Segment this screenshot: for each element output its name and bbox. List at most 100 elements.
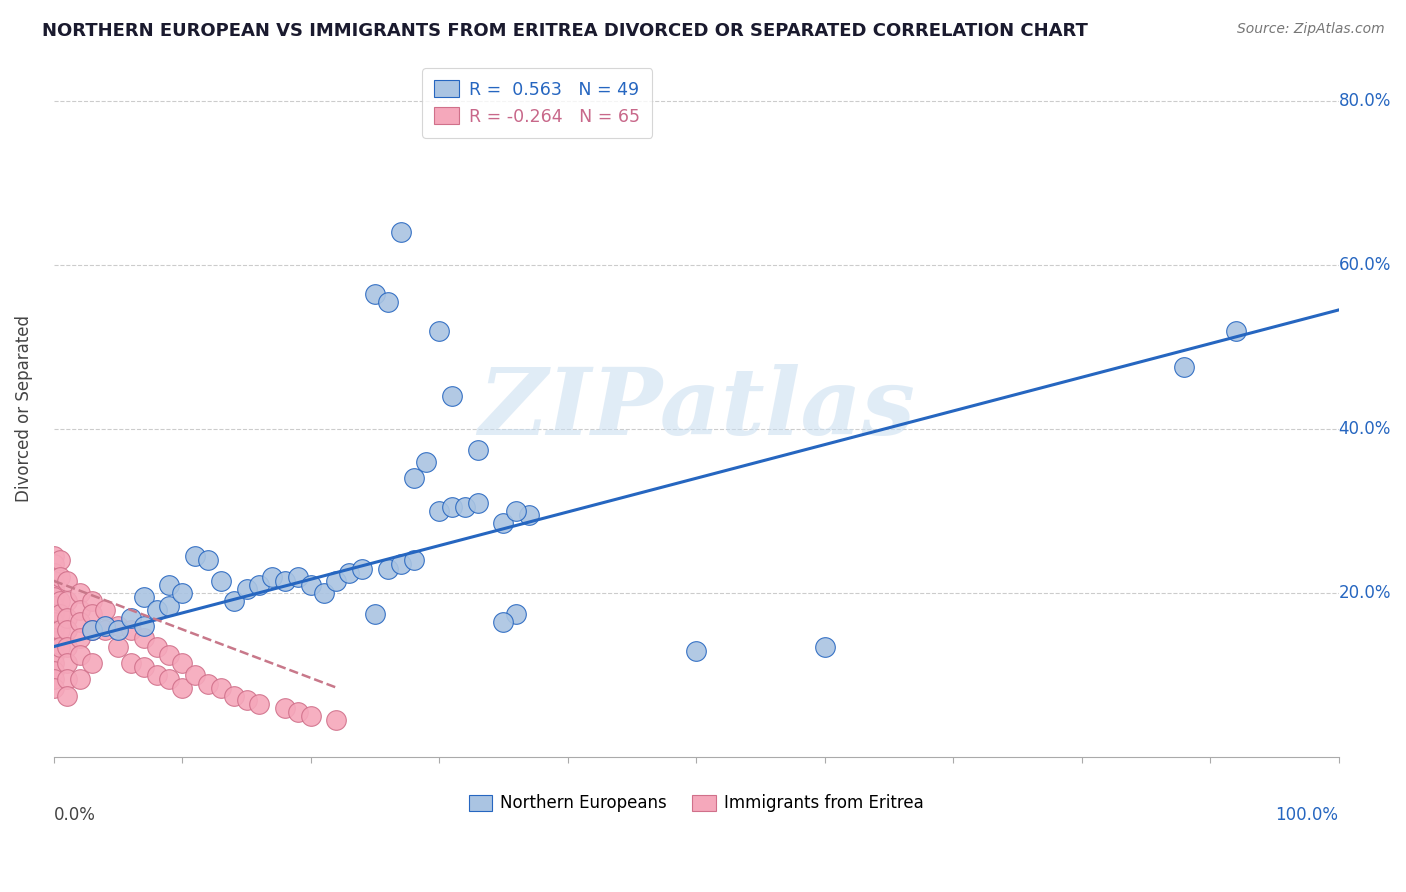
- Point: [402, 553, 425, 567]
- Point: [42, 656, 65, 670]
- Point: [159, 673, 181, 687]
- Point: [287, 570, 309, 584]
- Point: [197, 676, 219, 690]
- Point: [49, 607, 72, 621]
- Point: [42, 615, 65, 629]
- Point: [222, 594, 245, 608]
- Text: NORTHERN EUROPEAN VS IMMIGRANTS FROM ERITREA DIVORCED OR SEPARATED CORRELATION C: NORTHERN EUROPEAN VS IMMIGRANTS FROM ERI…: [42, 22, 1088, 40]
- Point: [389, 558, 412, 572]
- Point: [287, 705, 309, 719]
- Text: 0.0%: 0.0%: [53, 806, 96, 824]
- Point: [69, 632, 91, 646]
- Point: [42, 607, 65, 621]
- Point: [454, 500, 477, 514]
- Point: [42, 632, 65, 646]
- Point: [517, 508, 540, 523]
- Point: [159, 648, 181, 662]
- Point: [467, 442, 489, 457]
- Point: [42, 549, 65, 564]
- Point: [49, 570, 72, 584]
- Point: [55, 640, 77, 654]
- Point: [172, 656, 194, 670]
- Point: [262, 570, 284, 584]
- Point: [325, 574, 347, 588]
- Point: [42, 591, 65, 605]
- Point: [1225, 324, 1247, 338]
- Point: [235, 693, 257, 707]
- Point: [107, 640, 129, 654]
- Point: [364, 607, 387, 621]
- Point: [82, 623, 104, 637]
- Point: [159, 599, 181, 613]
- Point: [55, 611, 77, 625]
- Point: [209, 574, 232, 588]
- Text: 100.0%: 100.0%: [1275, 806, 1339, 824]
- Point: [132, 591, 155, 605]
- Point: [132, 632, 155, 646]
- Point: [55, 673, 77, 687]
- Point: [389, 225, 412, 239]
- Point: [94, 619, 117, 633]
- Point: [247, 578, 270, 592]
- Point: [427, 324, 450, 338]
- Point: [159, 578, 181, 592]
- Point: [337, 566, 360, 580]
- Point: [82, 594, 104, 608]
- Point: [42, 681, 65, 695]
- Point: [120, 623, 142, 637]
- Point: [325, 714, 347, 728]
- Point: [364, 286, 387, 301]
- Point: [132, 660, 155, 674]
- Point: [299, 578, 322, 592]
- Point: [505, 504, 527, 518]
- Point: [312, 586, 335, 600]
- Point: [55, 689, 77, 703]
- Point: [132, 619, 155, 633]
- Legend: Northern Europeans, Immigrants from Eritrea: Northern Europeans, Immigrants from Erit…: [463, 788, 931, 819]
- Point: [505, 607, 527, 621]
- Point: [299, 709, 322, 723]
- Point: [184, 668, 207, 682]
- Point: [42, 599, 65, 613]
- Point: [49, 623, 72, 637]
- Point: [42, 566, 65, 580]
- Point: [42, 664, 65, 678]
- Point: [172, 681, 194, 695]
- Text: 40.0%: 40.0%: [1339, 420, 1391, 438]
- Point: [42, 673, 65, 687]
- Point: [222, 689, 245, 703]
- Point: [441, 389, 464, 403]
- Point: [107, 623, 129, 637]
- Point: [492, 516, 515, 531]
- Y-axis label: Divorced or Separated: Divorced or Separated: [15, 315, 32, 502]
- Point: [49, 640, 72, 654]
- Point: [427, 504, 450, 518]
- Point: [55, 656, 77, 670]
- Point: [145, 602, 167, 616]
- Text: 60.0%: 60.0%: [1339, 256, 1391, 274]
- Point: [94, 623, 117, 637]
- Point: [377, 561, 399, 575]
- Point: [69, 673, 91, 687]
- Point: [145, 668, 167, 682]
- Point: [441, 500, 464, 514]
- Point: [247, 697, 270, 711]
- Point: [49, 553, 72, 567]
- Point: [685, 643, 707, 657]
- Text: ZIPatlas: ZIPatlas: [478, 364, 915, 453]
- Point: [235, 582, 257, 596]
- Point: [377, 294, 399, 309]
- Point: [82, 607, 104, 621]
- Point: [42, 623, 65, 637]
- Point: [69, 586, 91, 600]
- Point: [42, 648, 65, 662]
- Point: [814, 640, 837, 654]
- Point: [55, 594, 77, 608]
- Point: [82, 656, 104, 670]
- Text: Source: ZipAtlas.com: Source: ZipAtlas.com: [1237, 22, 1385, 37]
- Point: [197, 553, 219, 567]
- Point: [55, 623, 77, 637]
- Point: [55, 574, 77, 588]
- Point: [402, 471, 425, 485]
- Point: [415, 455, 437, 469]
